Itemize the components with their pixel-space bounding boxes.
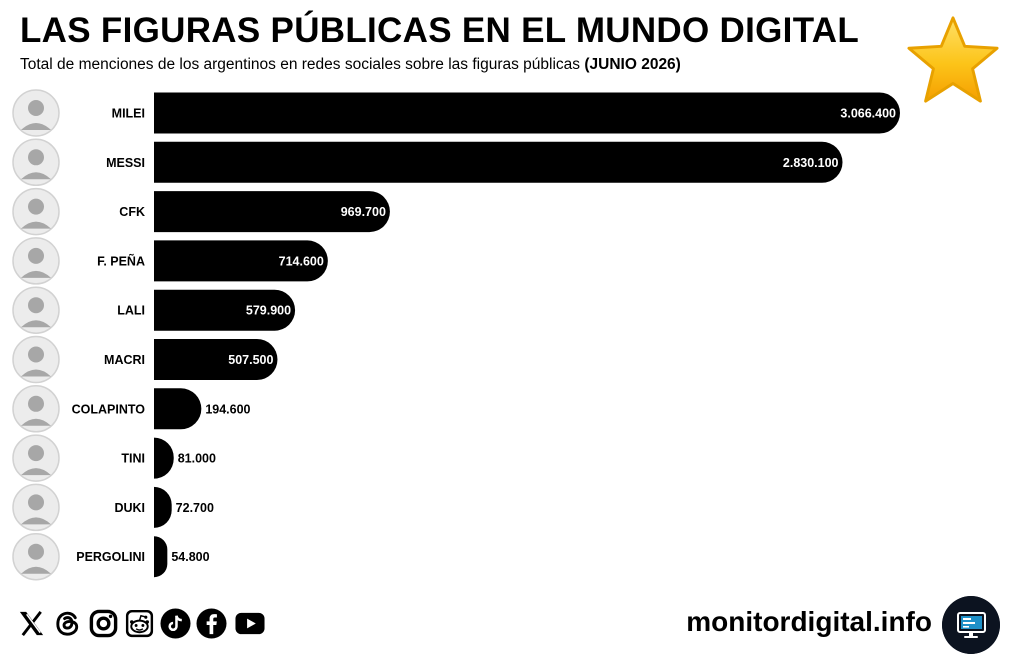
- chart-title: LAS FIGURAS PÚBLICAS EN EL MUNDO DIGITAL: [20, 11, 860, 50]
- avatar: [12, 187, 60, 236]
- category-label: DUKI: [114, 501, 145, 515]
- avatar: [12, 335, 60, 384]
- brand-name[interactable]: monitordigital.info: [686, 606, 932, 637]
- bar: [154, 191, 390, 233]
- bar: [154, 289, 296, 331]
- reddit-icon[interactable]: [124, 608, 155, 639]
- star-icon: [907, 16, 999, 103]
- category-label: MESSI: [106, 156, 145, 170]
- avatar: [12, 483, 60, 532]
- tiktok-icon[interactable]: [160, 608, 191, 639]
- bar: [154, 486, 172, 528]
- bar: [154, 437, 174, 479]
- subtitle-date: (JUNIO 2026): [584, 56, 681, 73]
- bar: [154, 536, 168, 578]
- instagram-icon[interactable]: [88, 608, 119, 639]
- category-label: TINI: [121, 452, 145, 466]
- social-icons: [16, 608, 268, 639]
- value-label: 579.900: [246, 304, 291, 318]
- category-label: MILEI: [112, 107, 145, 121]
- category-label: CFK: [119, 205, 145, 219]
- x-icon[interactable]: [16, 608, 47, 639]
- youtube-icon[interactable]: [232, 608, 268, 639]
- bar: [154, 339, 278, 380]
- value-label: 54.800: [171, 550, 209, 564]
- value-label: 72.700: [176, 501, 214, 515]
- threads-icon[interactable]: [52, 608, 83, 639]
- value-label: 714.600: [279, 254, 324, 268]
- category-label: PERGOLINI: [76, 550, 145, 564]
- bar: [154, 92, 900, 134]
- chart-subtitle: Total de menciones de los argentinos en …: [20, 55, 681, 75]
- avatar: [12, 237, 60, 285]
- value-label: 81.000: [178, 452, 216, 466]
- value-label: 969.700: [341, 205, 386, 219]
- avatar: [12, 89, 60, 137]
- avatar: [12, 385, 60, 433]
- category-label: MACRI: [104, 353, 145, 367]
- bar: [154, 141, 843, 183]
- avatar: [12, 434, 60, 482]
- avatar: [12, 532, 60, 581]
- bar-chart: MILEI 3.066.400 MESSI 2.830.100 CFK 969.700 F.…: [12, 89, 900, 581]
- category-label: F. PEÑA: [97, 253, 145, 268]
- facebook-icon[interactable]: [196, 608, 227, 639]
- value-label: 507.500: [228, 353, 273, 367]
- value-label: 194.600: [205, 402, 250, 416]
- bar: [154, 388, 202, 430]
- value-label: 3.066.400: [840, 107, 896, 121]
- value-label: 2.830.100: [783, 156, 839, 170]
- avatar: [12, 138, 60, 187]
- bar: [154, 240, 328, 282]
- category-label: COLAPINTO: [72, 402, 146, 416]
- category-label: LALI: [117, 304, 145, 318]
- monitor-icon[interactable]: [942, 596, 1000, 654]
- subtitle-text: Total de menciones de los argentinos en …: [20, 56, 581, 73]
- avatar: [12, 286, 60, 334]
